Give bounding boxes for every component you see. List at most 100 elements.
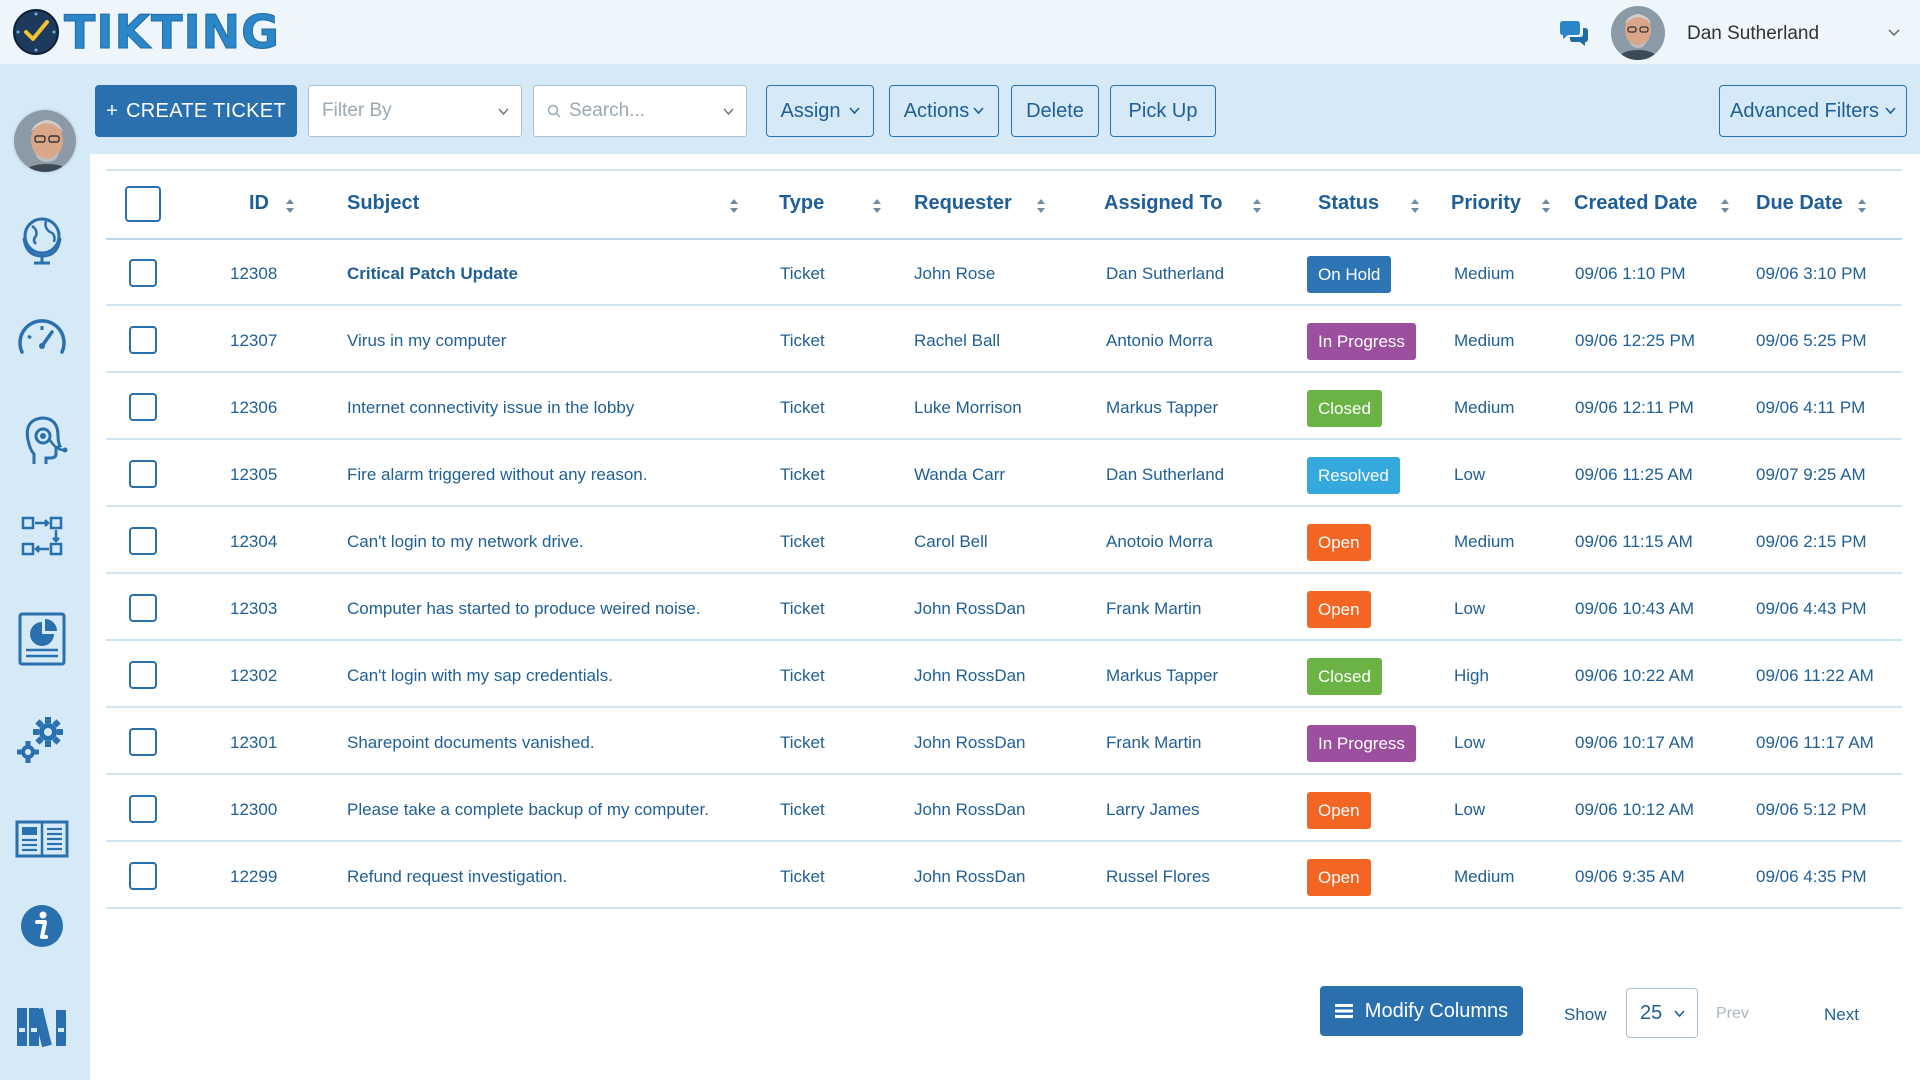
cell-priority: Low [1454, 465, 1486, 484]
select-all-checkbox[interactable] [125, 186, 161, 222]
globe-icon[interactable] [14, 212, 70, 268]
cell-assigned: Dan Sutherland [1106, 465, 1225, 484]
cell-created: 09/06 12:25 PM [1575, 331, 1696, 350]
column-header-requester[interactable]: Requester [914, 192, 1012, 214]
user-avatar[interactable] [1611, 6, 1665, 60]
sidebar [0, 64, 90, 1080]
cell-subject[interactable]: Internet connectivity issue in the lobby [347, 398, 635, 417]
row-checkbox[interactable] [129, 326, 157, 354]
next-page-link[interactable]: Next [1824, 1005, 1859, 1024]
status-badge: Closed [1307, 658, 1382, 695]
knowledge-base-icon[interactable] [14, 810, 70, 866]
chat-icon[interactable] [1558, 20, 1590, 48]
cell-subject[interactable]: Critical Patch Update [347, 264, 518, 283]
header-bottom-divider [106, 238, 1902, 240]
actions-button[interactable]: Actions [889, 85, 999, 137]
cell-subject[interactable]: Can't login with my sap credentials. [347, 666, 613, 685]
cell-id: 12300 [230, 800, 278, 819]
sort-icon[interactable] [728, 196, 740, 216]
prev-page-link[interactable]: Prev [1716, 1005, 1749, 1022]
search-icon [547, 104, 561, 118]
report-icon[interactable] [14, 610, 70, 666]
workflow-icon[interactable] [14, 508, 70, 564]
cell-priority: Low [1454, 733, 1486, 752]
row-checkbox[interactable] [129, 728, 157, 756]
brand-logo[interactable]: TIKTING [12, 8, 280, 57]
table-row[interactable]: 12303 Computer has started to produce wei… [106, 574, 1902, 641]
page-size-value: 25 [1640, 1001, 1663, 1024]
sort-icon[interactable] [1719, 196, 1731, 216]
modify-columns-button[interactable]: Modify Columns [1320, 986, 1523, 1036]
support-agent-icon[interactable] [14, 410, 70, 466]
row-checkbox[interactable] [129, 795, 157, 823]
status-badge: In Progress [1307, 323, 1416, 360]
row-checkbox[interactable] [129, 393, 157, 421]
sidebar-avatar[interactable] [12, 108, 78, 174]
sort-icon[interactable] [284, 196, 296, 216]
cell-subject[interactable]: Can't login to my network drive. [347, 532, 584, 551]
cell-created: 09/06 10:12 AM [1575, 800, 1695, 819]
row-checkbox[interactable] [129, 594, 157, 622]
column-header-created-date[interactable]: Created Date [1574, 192, 1698, 214]
page-size-select[interactable]: 25 [1626, 988, 1698, 1038]
cell-subject[interactable]: Virus in my computer [347, 331, 507, 350]
status-badge: Open [1307, 524, 1371, 561]
user-name[interactable]: Dan Sutherland [1687, 23, 1820, 44]
sort-icon[interactable] [871, 196, 883, 216]
column-header-priority[interactable]: Priority [1451, 192, 1522, 214]
table-row[interactable]: 12304 Can't login to my network drive. Tic… [106, 507, 1902, 574]
sort-icon[interactable] [1251, 196, 1263, 216]
row-checkbox[interactable] [129, 527, 157, 555]
cell-due: 09/06 11:17 AM [1756, 733, 1874, 752]
table-row[interactable]: 12302 Can't login with my sap credentials… [106, 641, 1902, 708]
create-ticket-button[interactable]: + CREATE TICKET [95, 85, 297, 137]
cell-created: 09/06 9:35 AM [1575, 867, 1685, 886]
filter-by-select[interactable]: Filter By [308, 85, 522, 137]
row-checkbox[interactable] [129, 259, 157, 287]
row-checkbox[interactable] [129, 460, 157, 488]
cell-due: 09/06 4:35 PM [1756, 867, 1867, 886]
cell-id: 12307 [230, 331, 278, 350]
cell-subject[interactable]: Computer has started to produce weired n… [347, 599, 701, 618]
cell-assigned: Frank Martin [1106, 733, 1202, 752]
assign-button[interactable]: Assign [766, 85, 874, 137]
column-header-type[interactable]: Type [779, 192, 825, 214]
table-row[interactable]: 12305 Fire alarm triggered without any re… [106, 440, 1902, 507]
column-header-id[interactable]: ID [249, 192, 269, 214]
cell-id: 12305 [230, 465, 278, 484]
cell-subject[interactable]: Refund request investigation. [347, 867, 568, 886]
search-input[interactable]: Search... [533, 85, 747, 137]
sort-icon[interactable] [1409, 196, 1421, 216]
settings-icon[interactable] [14, 712, 70, 768]
chevron-down-icon [498, 108, 509, 116]
table-row[interactable]: 12307 Virus in my computer Ticket Rachel Ba… [106, 306, 1902, 373]
column-header-assigned-to[interactable]: Assigned To [1104, 192, 1223, 214]
sort-icon[interactable] [1035, 196, 1047, 216]
column-header-due-date[interactable]: Due Date [1756, 192, 1843, 214]
pick-up-button[interactable]: Pick Up [1110, 85, 1216, 137]
table-row[interactable]: 12299 Refund request investigation. Ticket… [106, 842, 1902, 909]
delete-button[interactable]: Delete [1011, 85, 1099, 137]
table-row[interactable]: 12308 Critical Patch Update Ticket John Ros… [106, 239, 1902, 306]
row-checkbox[interactable] [129, 862, 157, 890]
info-icon[interactable] [14, 898, 70, 954]
table-row[interactable]: 12306 Internet connectivity issue in the … [106, 373, 1902, 440]
column-header-status[interactable]: Status [1318, 192, 1380, 214]
cell-subject[interactable]: Sharepoint documents vanished. [347, 733, 595, 752]
row-checkbox[interactable] [129, 661, 157, 689]
dashboard-icon[interactable] [14, 312, 70, 368]
cell-subject[interactable]: Fire alarm triggered without any reason. [347, 465, 648, 484]
sort-icon[interactable] [1540, 196, 1552, 216]
table-row[interactable]: 12300 Please take a complete backup of my… [106, 775, 1902, 842]
cell-assigned: Russel Flores [1106, 867, 1210, 886]
column-header-subject[interactable]: Subject [347, 192, 420, 214]
table-row[interactable]: 12301 Sharepoint documents vanished. Ticke… [106, 708, 1902, 775]
advanced-filters-button[interactable]: Advanced Filters [1719, 85, 1907, 137]
cell-created: 09/06 10:43 AM [1575, 599, 1695, 618]
cell-priority: High [1454, 666, 1489, 685]
cell-requester: John RossDan [914, 867, 1026, 886]
chevron-down-icon[interactable] [1888, 28, 1900, 38]
cell-subject[interactable]: Please take a complete backup of my comp… [347, 800, 709, 819]
sort-icon[interactable] [1856, 196, 1868, 216]
library-icon[interactable] [14, 998, 70, 1054]
